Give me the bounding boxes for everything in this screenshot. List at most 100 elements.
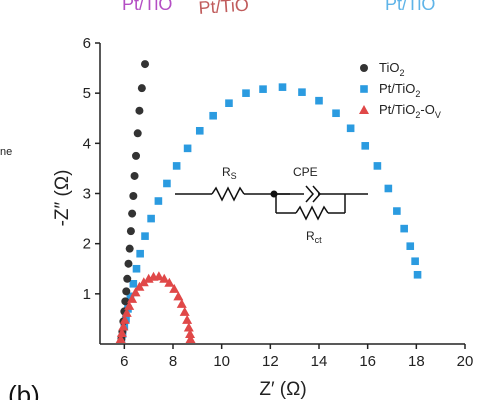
data-point (129, 280, 138, 288)
y-ticks: 1 2 3 4 5 6 (83, 35, 100, 303)
data-point (332, 109, 340, 118)
y-tick-label: 2 (83, 236, 91, 253)
x-tick-label: 16 (359, 353, 376, 370)
data-point (173, 291, 184, 301)
data-point (129, 192, 138, 201)
y-axis-title: -Z″ (Ω) (52, 170, 73, 227)
data-point (164, 277, 175, 287)
rs-resistor (211, 186, 245, 202)
data-point (125, 244, 134, 253)
data-point (169, 283, 180, 293)
data-point (121, 297, 130, 306)
y-tick-label: 6 (83, 35, 91, 52)
data-point (346, 124, 355, 133)
data-point (130, 287, 141, 297)
x-ticks: 6 8 10 12 14 16 18 20 (120, 344, 473, 370)
x-tick-label: 12 (262, 353, 279, 370)
data-point (135, 106, 144, 115)
data-point (373, 162, 382, 170)
data-point (361, 142, 370, 150)
data-point (124, 300, 135, 310)
data-point (179, 306, 190, 316)
data-point (141, 60, 150, 69)
data-point (115, 333, 126, 343)
data-point (118, 321, 129, 331)
top-fragment-1: Pt/TiO (122, 0, 172, 14)
data-point (147, 214, 155, 223)
data-point (225, 99, 233, 107)
data-point (183, 322, 194, 332)
rct-resistor (295, 205, 329, 221)
data-point (124, 259, 133, 268)
data-point (116, 327, 127, 337)
data-point (209, 111, 217, 120)
rs-label: RS (222, 165, 237, 181)
data-point (121, 307, 132, 317)
data-point (133, 129, 142, 138)
top-fragment-2: Pt/TiO (198, 0, 250, 18)
x-tick-label: 20 (457, 353, 474, 370)
legend-label: Pt/TiO2-OV (379, 102, 441, 120)
legend-marker (360, 85, 368, 93)
left-fragment: ne (0, 146, 12, 158)
x-tick-label: 10 (213, 353, 230, 370)
series-1 (117, 83, 422, 343)
data-point (183, 144, 192, 153)
y-tick-label: 4 (83, 135, 91, 152)
data-point (182, 314, 193, 324)
data-point (298, 88, 306, 96)
data-point (400, 224, 408, 233)
data-point (141, 232, 149, 240)
y-tick-label: 1 (83, 286, 91, 303)
x-tick-label: 8 (169, 353, 177, 370)
data-point (154, 197, 163, 205)
cpe-element-left (305, 185, 314, 203)
data-point (127, 293, 138, 303)
data-point (153, 271, 164, 281)
rct-label: Rct (306, 229, 322, 245)
data-point (134, 281, 145, 291)
cropped-fragments: Pt/TiO Pt/TiO Pt/TiO ne (0, 0, 435, 158)
data-series (115, 60, 422, 343)
legend: TiO2 Pt/TiO2 Pt/TiO2-OV (359, 60, 441, 120)
x-tick-label: 14 (311, 353, 328, 370)
data-point (126, 227, 135, 236)
top-fragment-3: Pt/TiO (385, 0, 435, 14)
data-point (384, 184, 393, 193)
data-point (159, 273, 170, 283)
data-point (185, 328, 196, 338)
data-point (123, 274, 132, 283)
data-point (122, 287, 131, 296)
y-tick-label: 3 (83, 186, 91, 203)
x-axis-title: Z′ (Ω) (259, 379, 306, 400)
data-point (406, 242, 415, 250)
legend-marker (360, 64, 368, 72)
data-point (130, 171, 139, 180)
data-point (242, 89, 250, 97)
data-point (132, 264, 141, 273)
data-point (128, 209, 137, 218)
x-tick-label: 18 (408, 353, 425, 370)
data-point (119, 314, 130, 324)
data-point (278, 83, 287, 91)
data-point (185, 333, 196, 343)
data-point (172, 162, 181, 170)
data-point (195, 126, 204, 135)
data-point (138, 277, 149, 287)
legend-label: Pt/TiO2 (379, 81, 420, 99)
legend-marker (359, 105, 369, 114)
data-point (132, 151, 141, 160)
data-point (315, 96, 323, 105)
cpe-label: CPE (293, 165, 318, 179)
data-point (411, 257, 419, 266)
circuit-node (270, 190, 278, 198)
series-2 (115, 271, 196, 343)
legend-label: TiO2 (379, 60, 404, 78)
x-tick-label: 6 (120, 353, 128, 370)
data-point (413, 270, 422, 279)
data-point (259, 85, 267, 93)
data-point (136, 249, 144, 258)
panel-label: (b) (8, 380, 40, 400)
data-point (137, 84, 146, 93)
